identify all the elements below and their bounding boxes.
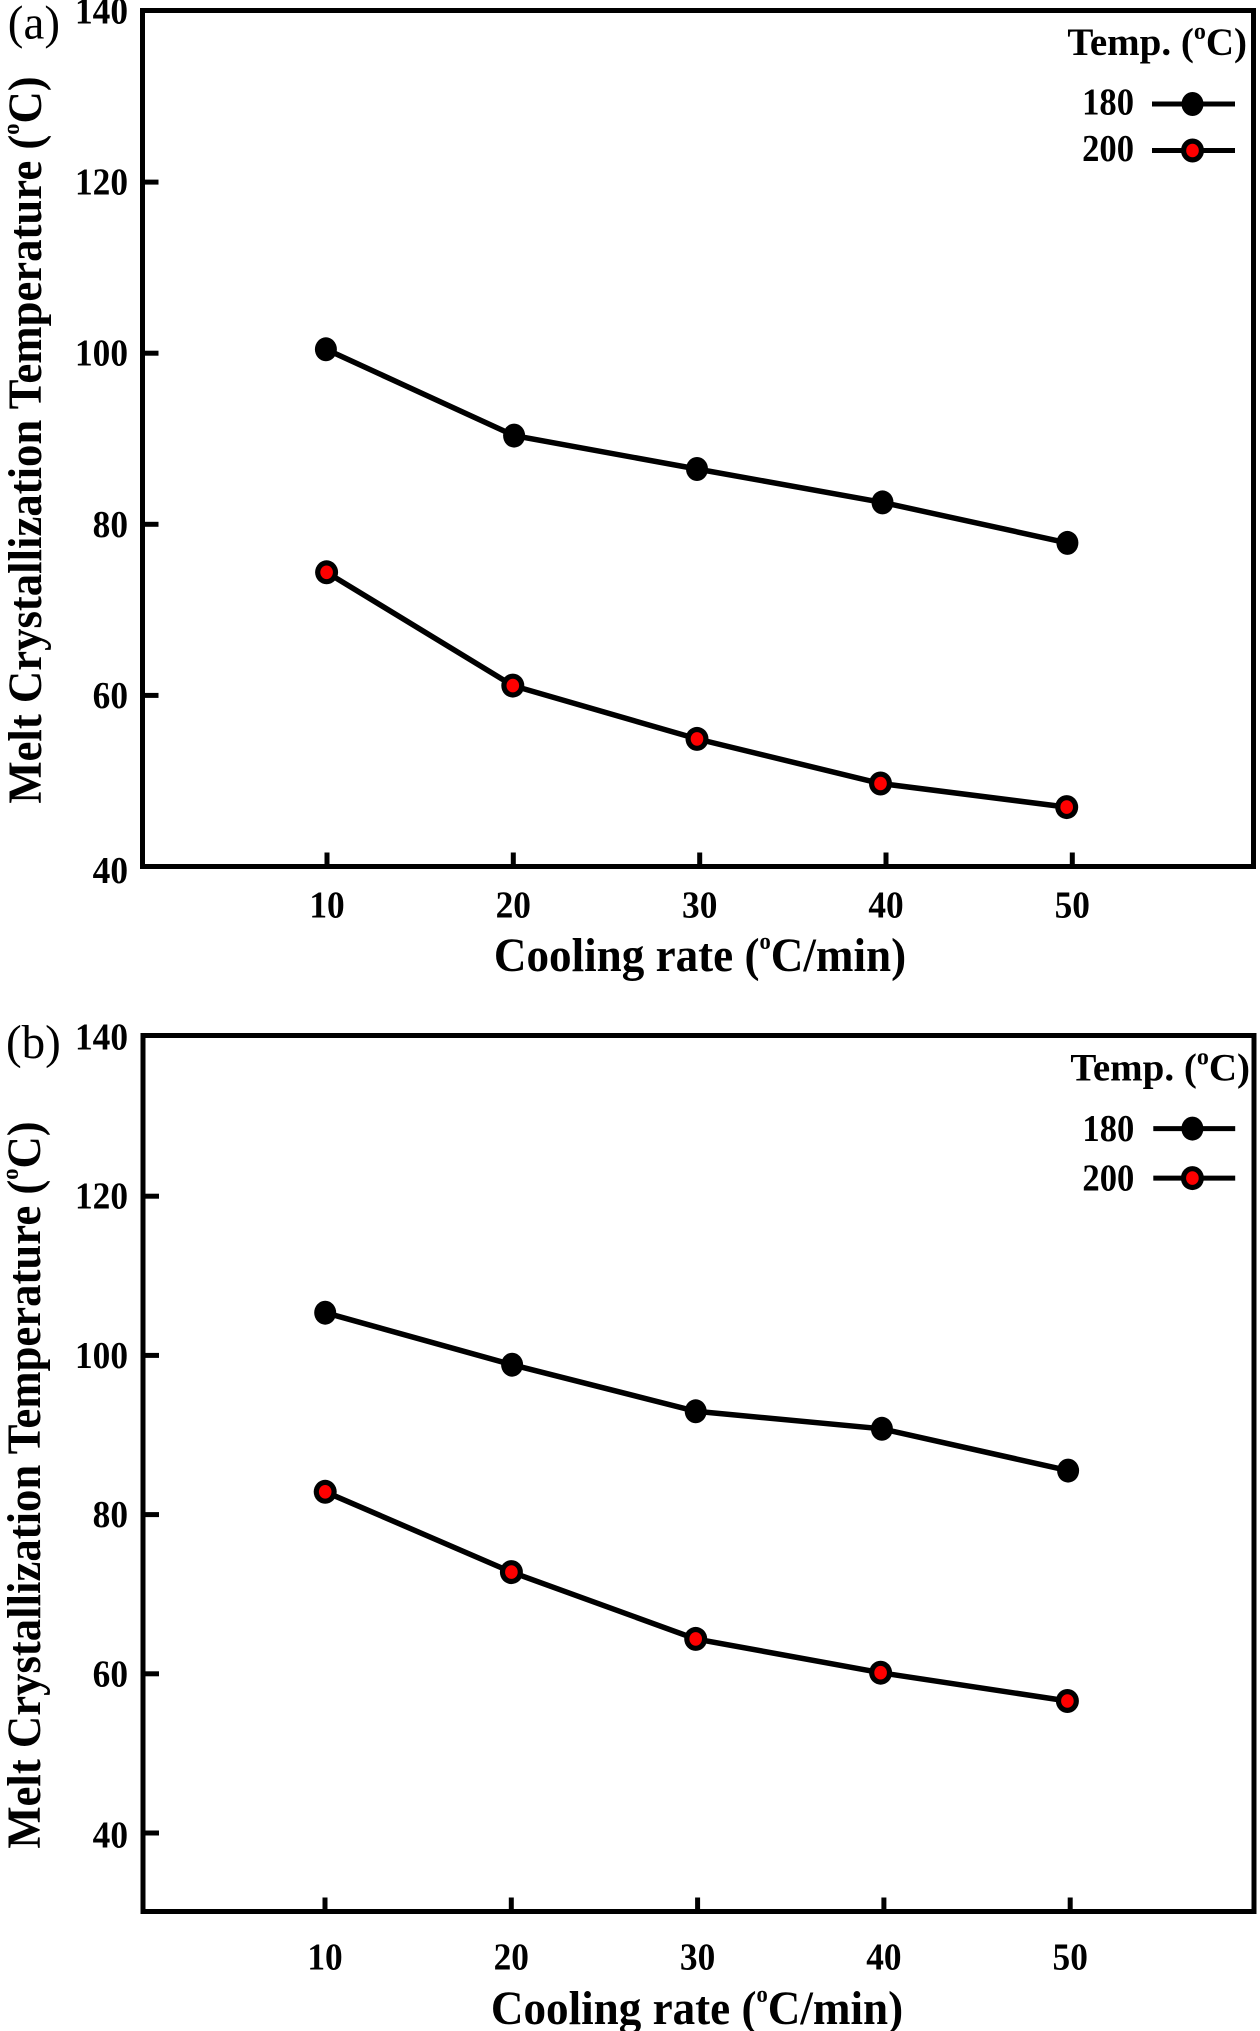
svg-text:Melt Crystallization Temperatu: Melt Crystallization Temperature (oC) [0,1121,51,1848]
svg-text:(b): (b) [6,1017,61,1070]
svg-text:40: 40 [93,1813,128,1855]
svg-text:200: 200 [1082,1157,1134,1199]
svg-text:180: 180 [1082,1108,1134,1150]
svg-text:30: 30 [682,883,717,925]
svg-text:100: 100 [75,332,128,374]
svg-text:Cooling rate (oC/min): Cooling rate (oC/min) [491,1981,903,2031]
svg-text:30: 30 [680,1935,715,1977]
svg-text:180: 180 [1082,81,1134,123]
svg-text:200: 200 [1082,127,1134,169]
svg-text:120: 120 [75,1175,128,1217]
svg-text:Cooling rate (oC/min): Cooling rate (oC/min) [494,928,906,982]
svg-text:80: 80 [93,1493,128,1535]
svg-text:50: 50 [1055,883,1090,925]
svg-text:40: 40 [866,1935,901,1977]
svg-text:20: 20 [496,883,531,925]
svg-text:(a): (a) [8,0,60,50]
svg-text:10: 10 [307,1935,342,1977]
svg-text:Temp. (oC): Temp. (oC) [1070,1045,1250,1090]
svg-text:60: 60 [93,674,128,716]
svg-text:140: 140 [75,1015,128,1057]
svg-text:140: 140 [75,0,128,32]
svg-text:Melt Crystallization Temperatu: Melt Crystallization Temperature (oC) [0,76,52,803]
svg-text:100: 100 [75,1334,128,1376]
svg-text:10: 10 [309,883,344,925]
svg-text:50: 50 [1053,1935,1088,1977]
svg-text:Temp. (oC): Temp. (oC) [1067,19,1247,64]
svg-text:40: 40 [93,849,128,891]
svg-text:60: 60 [93,1652,128,1694]
svg-text:120: 120 [75,160,128,202]
svg-text:80: 80 [93,503,128,545]
svg-text:20: 20 [494,1935,529,1977]
svg-text:40: 40 [868,883,903,925]
